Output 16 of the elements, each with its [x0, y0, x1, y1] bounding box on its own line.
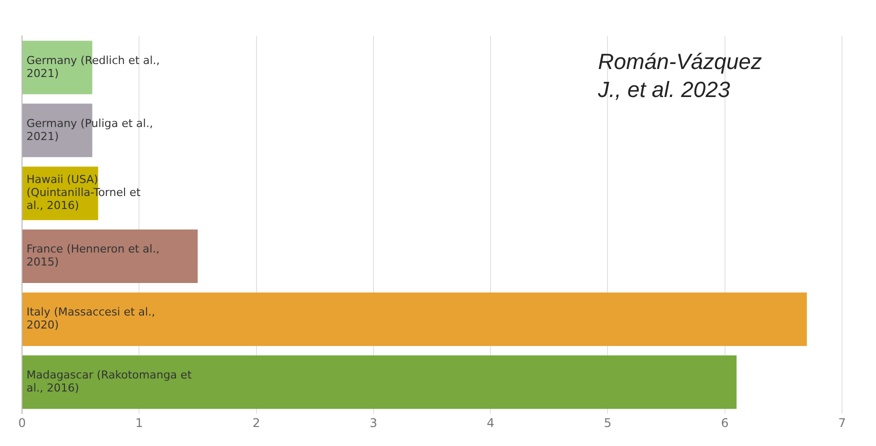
x-tick-label: 2	[252, 416, 260, 430]
y-tick-label: Italy (Massaccesi et al., 2020)	[26, 306, 156, 332]
bar	[22, 230, 198, 284]
x-tick-label: 3	[370, 416, 378, 430]
y-tick-label: France (Henneron et al., 2015)	[26, 242, 160, 269]
bar	[22, 292, 807, 346]
x-tick-label: 6	[721, 416, 729, 430]
x-tick-label: 4	[486, 416, 494, 430]
x-tick-label: 7	[838, 416, 846, 430]
y-tick-label: Germany (Puliga et al., 2021)	[26, 116, 153, 143]
bar	[22, 355, 737, 409]
x-tick-label: 1	[135, 416, 143, 430]
x-tick-label: 0	[18, 416, 26, 430]
x-tick-label: 5	[604, 416, 612, 430]
annotation: Román-Vázquez J., et al. 2023	[598, 48, 763, 104]
y-tick-label: Madagascar (Rakotomanga et al., 2016)	[26, 368, 192, 394]
